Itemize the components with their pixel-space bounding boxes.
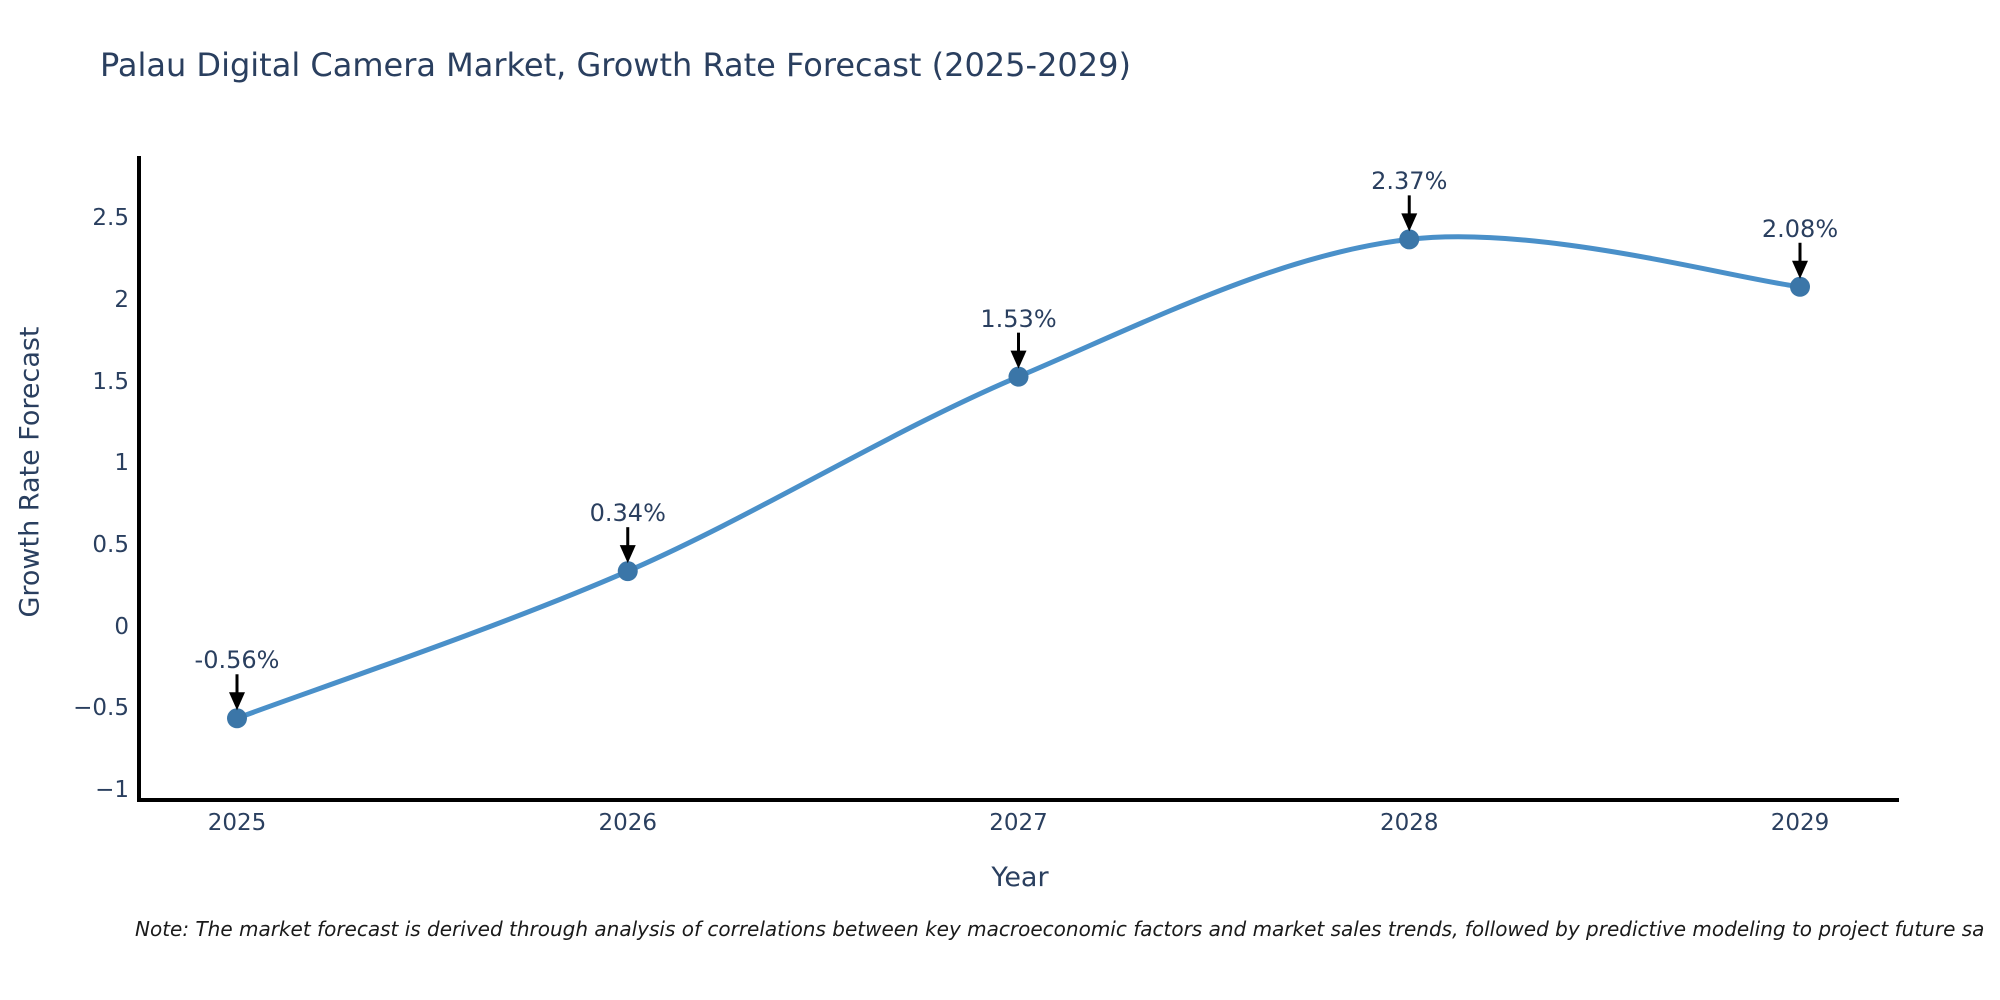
y-tick-label: 1	[114, 450, 129, 477]
x-tick-label: 2028	[1379, 810, 1439, 836]
y-axis-title: Growth Rate Forecast	[14, 326, 46, 618]
y-tick-label: −0.5	[73, 695, 129, 722]
point-annotation: 2.08%	[1761, 214, 1839, 243]
data-point-marker	[1790, 276, 1810, 297]
y-tick-label: 2.5	[92, 205, 129, 232]
data-point-marker	[227, 708, 247, 729]
data-point-marker	[1399, 229, 1420, 250]
annotation-arrowhead	[1401, 213, 1418, 232]
x-tick-label: 2026	[598, 810, 658, 836]
point-annotation: -0.56%	[194, 646, 280, 675]
data-point-marker	[1008, 366, 1029, 387]
chart-title: Palau Digital Camera Market, Growth Rate…	[100, 46, 1131, 84]
y-tick-label: 0	[114, 613, 129, 640]
y-tick-label: 2	[114, 286, 129, 313]
x-tick-label: 2025	[207, 810, 267, 836]
annotation-arrowhead	[1010, 350, 1027, 369]
annotation-arrowhead	[229, 692, 245, 711]
point-annotation: 0.34%	[589, 499, 666, 528]
point-annotation: 1.53%	[980, 304, 1057, 333]
point-annotation: 2.37%	[1371, 167, 1448, 196]
data-point-marker	[617, 561, 638, 582]
y-tick-label: 0.5	[92, 532, 129, 558]
annotation-arrowhead	[619, 545, 636, 564]
y-tick-label: −1	[95, 777, 129, 804]
x-axis-title: Year	[991, 862, 1049, 893]
annotation-arrowhead	[1792, 260, 1808, 279]
y-tick-label: 1.5	[92, 368, 129, 395]
x-tick-label: 2029	[1770, 810, 1830, 836]
x-tick-label: 2027	[989, 810, 1048, 836]
footnote: Note: The market forecast is derived thr…	[135, 917, 1985, 941]
